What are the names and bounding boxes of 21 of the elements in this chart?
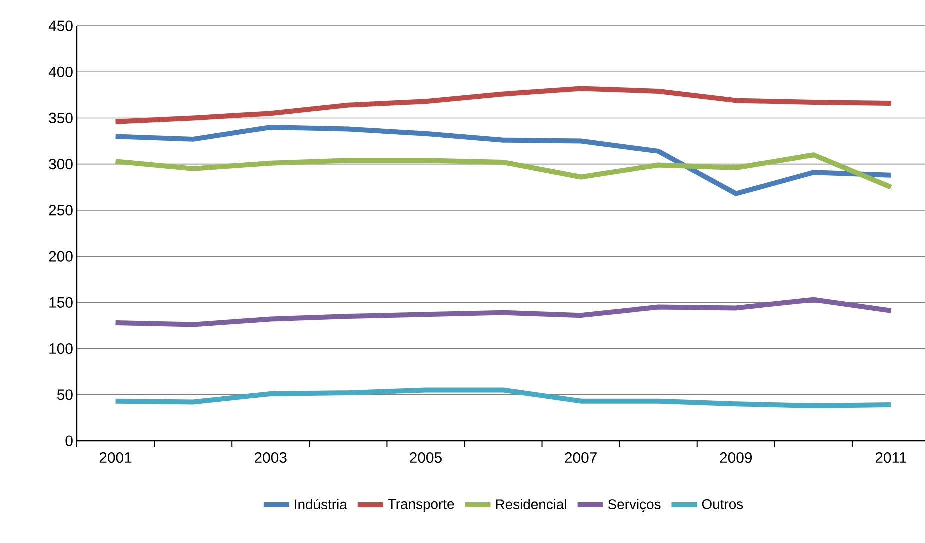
legend-label: Transporte [388, 499, 454, 512]
y-tick-label: 150 [50, 297, 73, 308]
y-tick-label: 300 [49, 159, 73, 170]
x-tick-label: 2003 [254, 452, 287, 464]
x-tick-label: 2011 [876, 452, 907, 464]
y-tick-label: 250 [49, 205, 73, 216]
y-tick-label: 50 [57, 390, 73, 400]
legend-label: Indústria [295, 499, 348, 510]
legend-label: Serviços [608, 499, 661, 512]
x-tick-label: 2009 [720, 452, 752, 464]
y-tick-label: 100 [50, 343, 73, 354]
y-tick-label: 0 [66, 436, 73, 446]
x-tick-label: 2005 [410, 452, 442, 464]
x-tick-label: 2001 [100, 452, 132, 464]
y-tick-label: 400 [48, 66, 73, 78]
legend-label: Residencial [496, 499, 566, 510]
y-tick-label: 350 [49, 112, 73, 124]
legend-label: Outros [702, 499, 744, 510]
x-tick-label: 2007 [565, 452, 597, 464]
y-tick-label: 200 [49, 251, 73, 262]
y-tick-label: 450 [48, 20, 73, 32]
